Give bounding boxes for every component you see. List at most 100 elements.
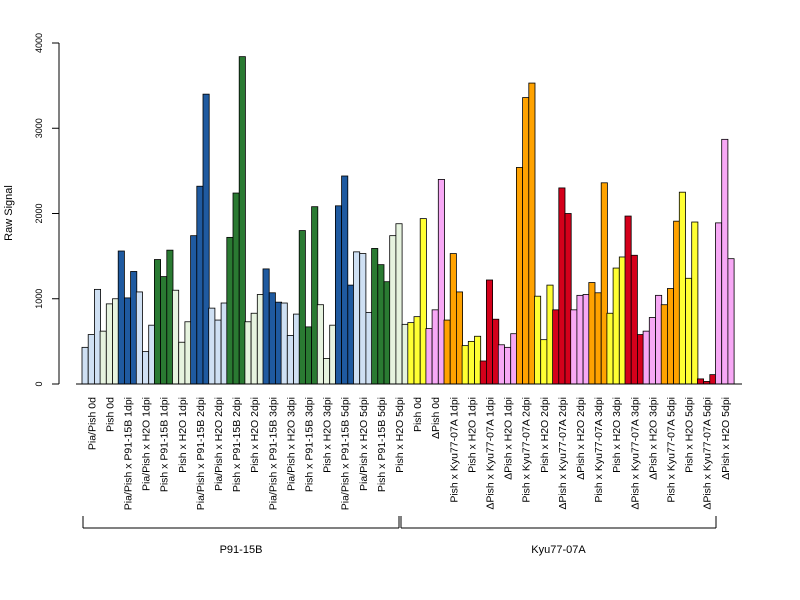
- category-label: Pia/Pish x H2O 1dpi: [141, 397, 153, 491]
- category-label: Pish x H2O 1dpi: [466, 397, 478, 473]
- bar: [280, 302, 288, 385]
- bar: [160, 276, 168, 385]
- bar: [202, 93, 210, 385]
- category-label: Pish x P91-15B 3dpi: [304, 397, 316, 492]
- bar: [685, 277, 693, 385]
- bar: [389, 235, 397, 385]
- category-label: Pia/Pish x P91-15B 5dpi: [340, 397, 352, 510]
- bar: [497, 344, 505, 385]
- bar: [667, 288, 675, 385]
- bar: [474, 335, 482, 385]
- bar: [600, 182, 608, 385]
- category-label: Pia/Pish x P91-15B 2dpi: [195, 397, 207, 510]
- bar: [87, 334, 95, 385]
- bar: [112, 298, 120, 385]
- bar: [250, 312, 258, 385]
- category-label: Pish x H2O 2dpi: [539, 397, 551, 473]
- bar: [606, 312, 614, 385]
- bar: [99, 330, 107, 385]
- bar: [262, 268, 270, 385]
- bar: [383, 281, 391, 385]
- bar: [220, 302, 228, 385]
- category-label: ΔPish x Kyu77-07A 5dpi: [702, 397, 714, 510]
- y-tick-label: 3000: [34, 118, 44, 138]
- bar: [588, 282, 596, 385]
- bar: [443, 319, 451, 385]
- bar: [371, 248, 379, 385]
- bar: [184, 321, 192, 385]
- bar: [347, 284, 355, 385]
- bar: [673, 220, 681, 385]
- category-label: Pia/Pish 0d: [86, 397, 98, 450]
- bar: [642, 330, 650, 385]
- bar: [232, 192, 240, 385]
- category-label: Pish x H2O 1dpi: [177, 397, 189, 473]
- bar: [437, 178, 445, 385]
- bar: [316, 304, 324, 385]
- bar: [298, 230, 306, 385]
- bar: [522, 97, 530, 385]
- bar: [612, 267, 620, 385]
- category-label: Pish x P91-15B 1dpi: [159, 397, 171, 492]
- bar: [359, 253, 367, 385]
- bar: [334, 205, 342, 385]
- bar: [166, 249, 174, 385]
- bar: [678, 191, 686, 385]
- category-label: Pish x H2O 2dpi: [249, 397, 261, 473]
- bar: [323, 358, 331, 385]
- bar: [153, 259, 161, 385]
- bar: [570, 309, 578, 385]
- bar: [528, 82, 536, 385]
- bar: [353, 251, 361, 385]
- y-tick-label: 4000: [34, 33, 44, 53]
- bar: [142, 351, 150, 385]
- bar: [492, 318, 500, 385]
- bar: [130, 271, 138, 385]
- bar: [172, 289, 180, 385]
- category-label: Pish 0d: [412, 397, 424, 432]
- bar: [148, 324, 156, 385]
- bar: [715, 222, 723, 385]
- category-label: Pia/Pish x H2O 2dpi: [213, 397, 225, 491]
- bar: [504, 346, 512, 385]
- category-label: Pish 0d: [104, 397, 116, 432]
- bar: [461, 345, 469, 385]
- bar: [293, 313, 301, 385]
- bar: [105, 303, 113, 385]
- y-tick-label: 1000: [34, 289, 44, 309]
- bars: [81, 56, 735, 385]
- bar: [546, 284, 554, 385]
- bar: [304, 326, 312, 385]
- category-label: ΔPish 0d: [430, 397, 442, 439]
- bar: [510, 333, 518, 385]
- bar: [286, 335, 294, 385]
- category-label: ΔPish x Kyu77-07A 3dpi: [629, 397, 641, 510]
- bar: [431, 309, 439, 385]
- bar: [226, 236, 234, 385]
- category-labels: Pia/Pish 0d Pish 0d Pia/Pish x P91-15B 1dp…: [86, 397, 731, 510]
- bar: [576, 294, 584, 385]
- category-label: Pia/Pish x H2O 5dpi: [358, 397, 370, 491]
- bar: [329, 324, 337, 385]
- bar: [407, 322, 415, 385]
- bar: [582, 294, 590, 385]
- bar: [691, 221, 699, 385]
- bar: [534, 295, 542, 385]
- category-label: Pish x Kyu77-07A 1dpi: [448, 397, 460, 503]
- bar: [196, 185, 204, 385]
- bar: [449, 253, 457, 385]
- bar: [377, 264, 385, 385]
- category-label: Pish x Kyu77-07A 2dpi: [521, 397, 533, 503]
- category-label: Pish x P91-15B 5dpi: [376, 397, 388, 492]
- category-label: Pish x H2O 3dpi: [322, 397, 334, 473]
- category-label: Pish x H2O 5dpi: [394, 397, 406, 473]
- bar: [721, 138, 729, 385]
- bar: [419, 218, 427, 385]
- bar: [256, 294, 264, 385]
- category-label: ΔPish x Kyu77-07A 1dpi: [485, 397, 497, 510]
- bar: [425, 328, 433, 385]
- bar: [413, 316, 421, 385]
- bar: [655, 294, 663, 385]
